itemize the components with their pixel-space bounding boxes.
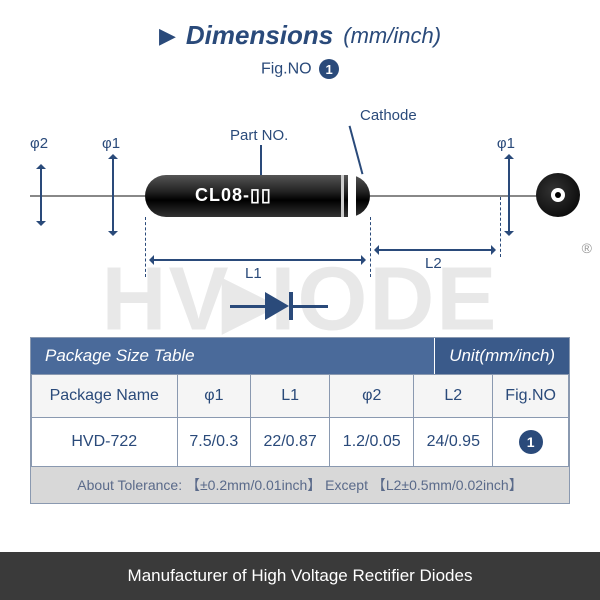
cell-phi2: 1.2/0.05 — [330, 418, 414, 467]
table-row: HVD-722 7.5/0.3 22/0.87 1.2/0.05 24/0.95… — [32, 418, 569, 467]
tolerance-note: About Tolerance: 【±0.2mm/0.01inch】 Excep… — [31, 467, 569, 503]
end-view — [536, 173, 580, 217]
fig-number: Fig.NO 1 — [0, 59, 600, 79]
phi2-arrow — [40, 165, 42, 225]
fig-badge: 1 — [319, 59, 339, 79]
cell-L1: 22/0.87 — [251, 418, 330, 467]
cell-fig: 1 — [493, 418, 569, 467]
cell-name: HVD-722 — [32, 418, 178, 467]
diode-symbol — [230, 292, 328, 320]
table-unit: Unit(mm/inch) — [434, 338, 569, 374]
title: Dimensions — [186, 20, 333, 51]
phi2-label: φ2 — [30, 135, 48, 152]
cathode-stripe2 — [341, 175, 344, 217]
footer: Manufacturer of High Voltage Rectifier D… — [0, 552, 600, 600]
col-name: Package Name — [32, 375, 178, 418]
cell-L2: 24/0.95 — [414, 418, 493, 467]
part-number-text: CL08-▯▯ — [195, 185, 272, 206]
cell-phi1: 7.5/0.3 — [177, 418, 251, 467]
phi1-right-arrow — [508, 155, 510, 235]
cathode-stripe — [348, 175, 356, 217]
diode-body: CL08-▯▯ — [145, 175, 370, 217]
L2-arrow — [375, 249, 495, 251]
dimension-diagram: CL08-▯▯ φ2 φ1 Part NO. Cathode φ1 L1 L2 — [30, 97, 570, 337]
header-arrow-icon: ▶ — [159, 23, 176, 49]
col-L2: L2 — [414, 375, 493, 418]
cathode-pointer — [349, 126, 364, 175]
package-table: Package Size Table Unit(mm/inch) Package… — [30, 337, 570, 504]
L1-label: L1 — [245, 265, 262, 282]
cathode-label: Cathode — [360, 107, 417, 124]
L1-arrow — [150, 259, 365, 261]
col-fig: Fig.NO — [493, 375, 569, 418]
lead-left — [30, 195, 145, 197]
table-header-row: Package Name φ1 L1 φ2 L2 Fig.NO — [32, 375, 569, 418]
dash1 — [145, 217, 146, 277]
part-no-label: Part NO. — [230, 127, 288, 144]
title-unit: (mm/inch) — [343, 23, 441, 49]
col-phi1: φ1 — [177, 375, 251, 418]
L2-label: L2 — [425, 255, 442, 272]
table-title: Package Size Table — [31, 338, 434, 374]
col-L1: L1 — [251, 375, 330, 418]
header: ▶ Dimensions (mm/inch) Fig.NO 1 — [0, 0, 600, 87]
phi1-left-arrow — [112, 155, 114, 235]
part-pointer — [260, 145, 262, 175]
col-phi2: φ2 — [330, 375, 414, 418]
